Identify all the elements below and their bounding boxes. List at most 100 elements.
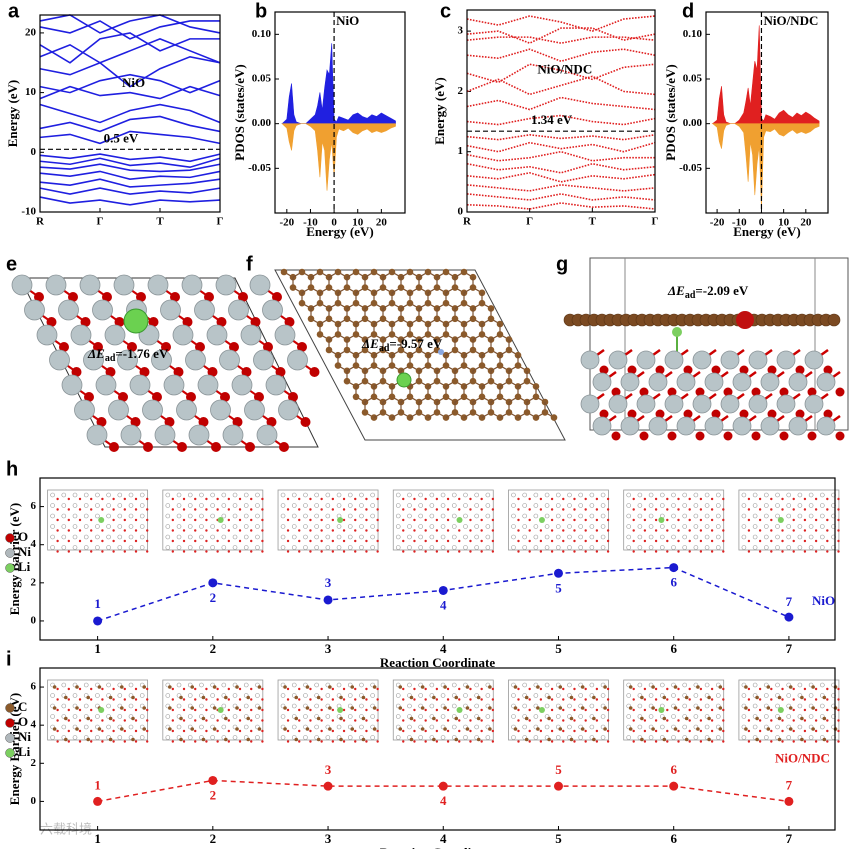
atom — [677, 508, 680, 511]
atom — [550, 497, 554, 501]
atom — [803, 550, 807, 553]
atom — [666, 687, 669, 691]
atom — [710, 539, 714, 543]
atom — [347, 735, 353, 740]
atom — [659, 545, 665, 550]
atom — [451, 524, 457, 529]
atom — [776, 394, 796, 414]
atom — [359, 503, 364, 508]
atom — [266, 417, 277, 427]
atom — [365, 729, 368, 733]
atom — [238, 740, 242, 743]
atom — [758, 708, 762, 712]
atom — [600, 503, 606, 508]
atom — [573, 539, 576, 543]
atom — [109, 442, 119, 452]
atom — [216, 497, 219, 501]
atom — [72, 492, 78, 498]
atom — [402, 518, 405, 522]
atom — [654, 698, 658, 701]
atom — [64, 695, 68, 700]
atom — [170, 292, 180, 302]
atom — [78, 740, 82, 743]
atom — [123, 708, 127, 712]
atom — [49, 349, 70, 371]
atom — [643, 508, 647, 511]
atom — [637, 492, 643, 498]
atom — [56, 518, 59, 522]
atom — [413, 687, 416, 691]
x-tick-label: 10 — [778, 217, 790, 229]
atom — [485, 492, 491, 498]
atom — [215, 274, 237, 296]
atom — [409, 737, 414, 742]
atom — [460, 331, 468, 338]
atom — [435, 740, 439, 743]
atom — [413, 539, 416, 543]
atom — [342, 539, 346, 543]
atom — [640, 695, 644, 700]
atom — [354, 508, 357, 511]
atom — [797, 513, 803, 519]
atom — [524, 737, 529, 742]
atom — [194, 708, 197, 712]
atom — [298, 550, 301, 553]
atom — [463, 735, 468, 740]
atom — [651, 727, 655, 731]
atom — [129, 374, 151, 396]
atom — [760, 372, 780, 392]
atom — [820, 524, 825, 529]
y-axis-label: Energy (eV) — [432, 77, 447, 145]
atom — [603, 685, 607, 689]
x-axis-label: Reaction Coordinate — [380, 845, 495, 849]
atom — [216, 508, 219, 511]
atom — [194, 719, 197, 722]
atom — [465, 706, 470, 710]
atom — [595, 698, 599, 701]
y-axis-label: Energy Barrier (eV) — [7, 503, 22, 615]
x-tick-label: 5 — [555, 641, 562, 656]
atom — [120, 424, 142, 446]
atom — [67, 518, 71, 522]
atom — [205, 529, 208, 532]
atom — [747, 529, 751, 532]
atom — [584, 550, 587, 553]
atom — [580, 394, 600, 414]
atom — [469, 539, 472, 543]
atom — [291, 513, 297, 519]
atom — [786, 724, 792, 730]
atom — [454, 737, 459, 742]
atom — [603, 727, 607, 731]
atom — [592, 372, 612, 392]
snapshot-box — [47, 489, 149, 551]
atom — [314, 693, 319, 698]
atom — [704, 416, 724, 436]
atom — [406, 362, 414, 369]
atom — [106, 524, 111, 529]
atom — [440, 682, 446, 688]
atom — [666, 729, 669, 733]
atom — [261, 740, 264, 743]
atom — [544, 545, 550, 550]
atom — [747, 729, 751, 733]
atom — [808, 682, 814, 688]
atom — [320, 539, 323, 543]
atom — [814, 687, 818, 691]
atom — [544, 682, 550, 688]
atom — [406, 268, 414, 276]
atom — [636, 350, 656, 370]
atom — [688, 687, 691, 691]
atom — [56, 508, 59, 511]
atom — [788, 685, 793, 689]
atom — [777, 737, 782, 742]
atom — [522, 545, 527, 550]
atom — [539, 740, 543, 743]
atom — [770, 518, 773, 522]
atom — [212, 685, 217, 689]
atom — [677, 497, 680, 501]
atom — [451, 284, 459, 291]
atom — [83, 545, 89, 550]
atom — [210, 534, 215, 540]
y-tick-label: 4 — [31, 538, 37, 550]
atom — [567, 735, 572, 740]
